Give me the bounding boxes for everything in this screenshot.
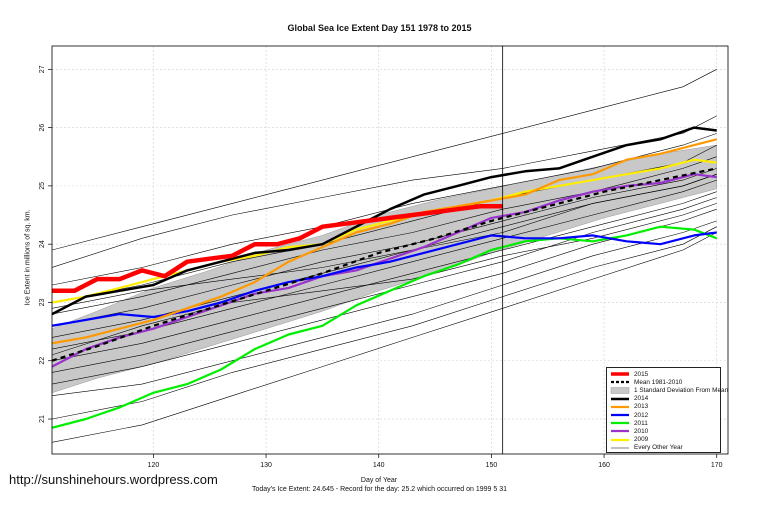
legend-label: 2015 — [634, 370, 649, 378]
legend-label: 2012 — [634, 411, 649, 419]
legend-label: 2009 — [634, 436, 649, 444]
x-axis-label: Day of Year — [360, 477, 398, 484]
highlighted-series — [52, 126, 718, 429]
legend-item-s0: 2015 — [610, 370, 720, 378]
series-line-2014 — [52, 126, 717, 316]
x-tick-label: 170 — [711, 462, 723, 469]
legend-swatch — [610, 387, 630, 394]
x-tick-label: 160 — [598, 462, 610, 469]
legend-swatch — [610, 371, 630, 377]
legend-label: 2011 — [634, 419, 648, 427]
legend-swatch — [610, 379, 630, 385]
chart-title: Global Sea Ice Extent Day 151 1978 to 20… — [287, 23, 472, 33]
other-year-line — [52, 197, 717, 373]
series-line-2010 — [52, 173, 717, 368]
y-tick-label: 24 — [39, 240, 46, 248]
plot-frame — [51, 45, 729, 455]
other-year-line — [52, 69, 717, 251]
legend-swatch — [610, 437, 630, 443]
other-year-line — [52, 115, 717, 268]
series-line-2011 — [52, 225, 718, 429]
series-line-2013 — [52, 138, 717, 345]
other-year-line — [52, 179, 717, 350]
x-tick-label: 120 — [148, 462, 160, 469]
legend-item-s6: 2010 — [610, 427, 720, 435]
y-tick-label: 22 — [39, 357, 46, 365]
other-year-line — [52, 232, 717, 443]
legend-swatch — [610, 396, 630, 402]
y-tick-label: 23 — [39, 298, 46, 306]
x-tick-label: 140 — [373, 462, 385, 469]
series-line-2015 — [52, 204, 503, 294]
legend-item-s4: 2012 — [610, 411, 720, 419]
other-year-line — [52, 226, 717, 420]
legend-swatch — [610, 428, 630, 434]
legend-label: 2010 — [634, 427, 649, 435]
legend-label: Every Other Year — [634, 444, 683, 452]
legend-item-s5: 2011 — [610, 419, 720, 427]
x-tick-label: 150 — [486, 462, 498, 469]
other-year-line — [52, 191, 717, 361]
y-tick-label: 25 — [39, 182, 46, 190]
legend-swatch — [610, 445, 630, 451]
series-line-mean-1981-2010 — [52, 167, 717, 362]
other-year-line — [52, 133, 717, 286]
footer-note: Today's Ice Extent: 24.645 - Record for … — [251, 486, 508, 493]
legend-swatch — [610, 404, 630, 410]
legend-swatch — [610, 412, 630, 418]
legend-item-other: Every Other Year — [610, 444, 720, 452]
legend-label: 2013 — [634, 403, 649, 411]
other-year-line — [52, 156, 717, 315]
source-url: http://sunshinehours.wordpress.com — [9, 472, 218, 487]
x-tick-label: 130 — [260, 462, 272, 469]
legend-item-s7: 2009 — [610, 436, 720, 444]
y-tick-label: 21 — [39, 415, 46, 423]
legend-label: 1 Standard Deviation From Mean — [634, 386, 729, 394]
axis-ticks: 120 130 140 150 160 170 21 22 23 24 25 26 27 — [39, 65, 723, 469]
legend-label: 2014 — [634, 395, 649, 403]
legend-item-s3: 2013 — [610, 403, 720, 411]
legend-label: Mean 1981-2010 — [634, 378, 683, 386]
y-tick-label: 27 — [39, 65, 46, 73]
legend-item-s2: 2014 — [610, 395, 720, 403]
other-year-line — [52, 203, 717, 356]
legend-item-s1: Mean 1981-2010 — [610, 378, 720, 386]
legend-swatch — [610, 420, 630, 426]
y-tick-label: 26 — [39, 124, 46, 132]
other-years — [52, 69, 717, 443]
y-axis-label: Ice Extent in millions of sq. km. — [24, 209, 32, 306]
other-year-line — [52, 220, 717, 396]
legend-item-band: 1 Standard Deviation From Mean — [610, 386, 728, 394]
legend: 2015 Mean 1981-2010 1 Standard Deviation F… — [606, 367, 728, 453]
